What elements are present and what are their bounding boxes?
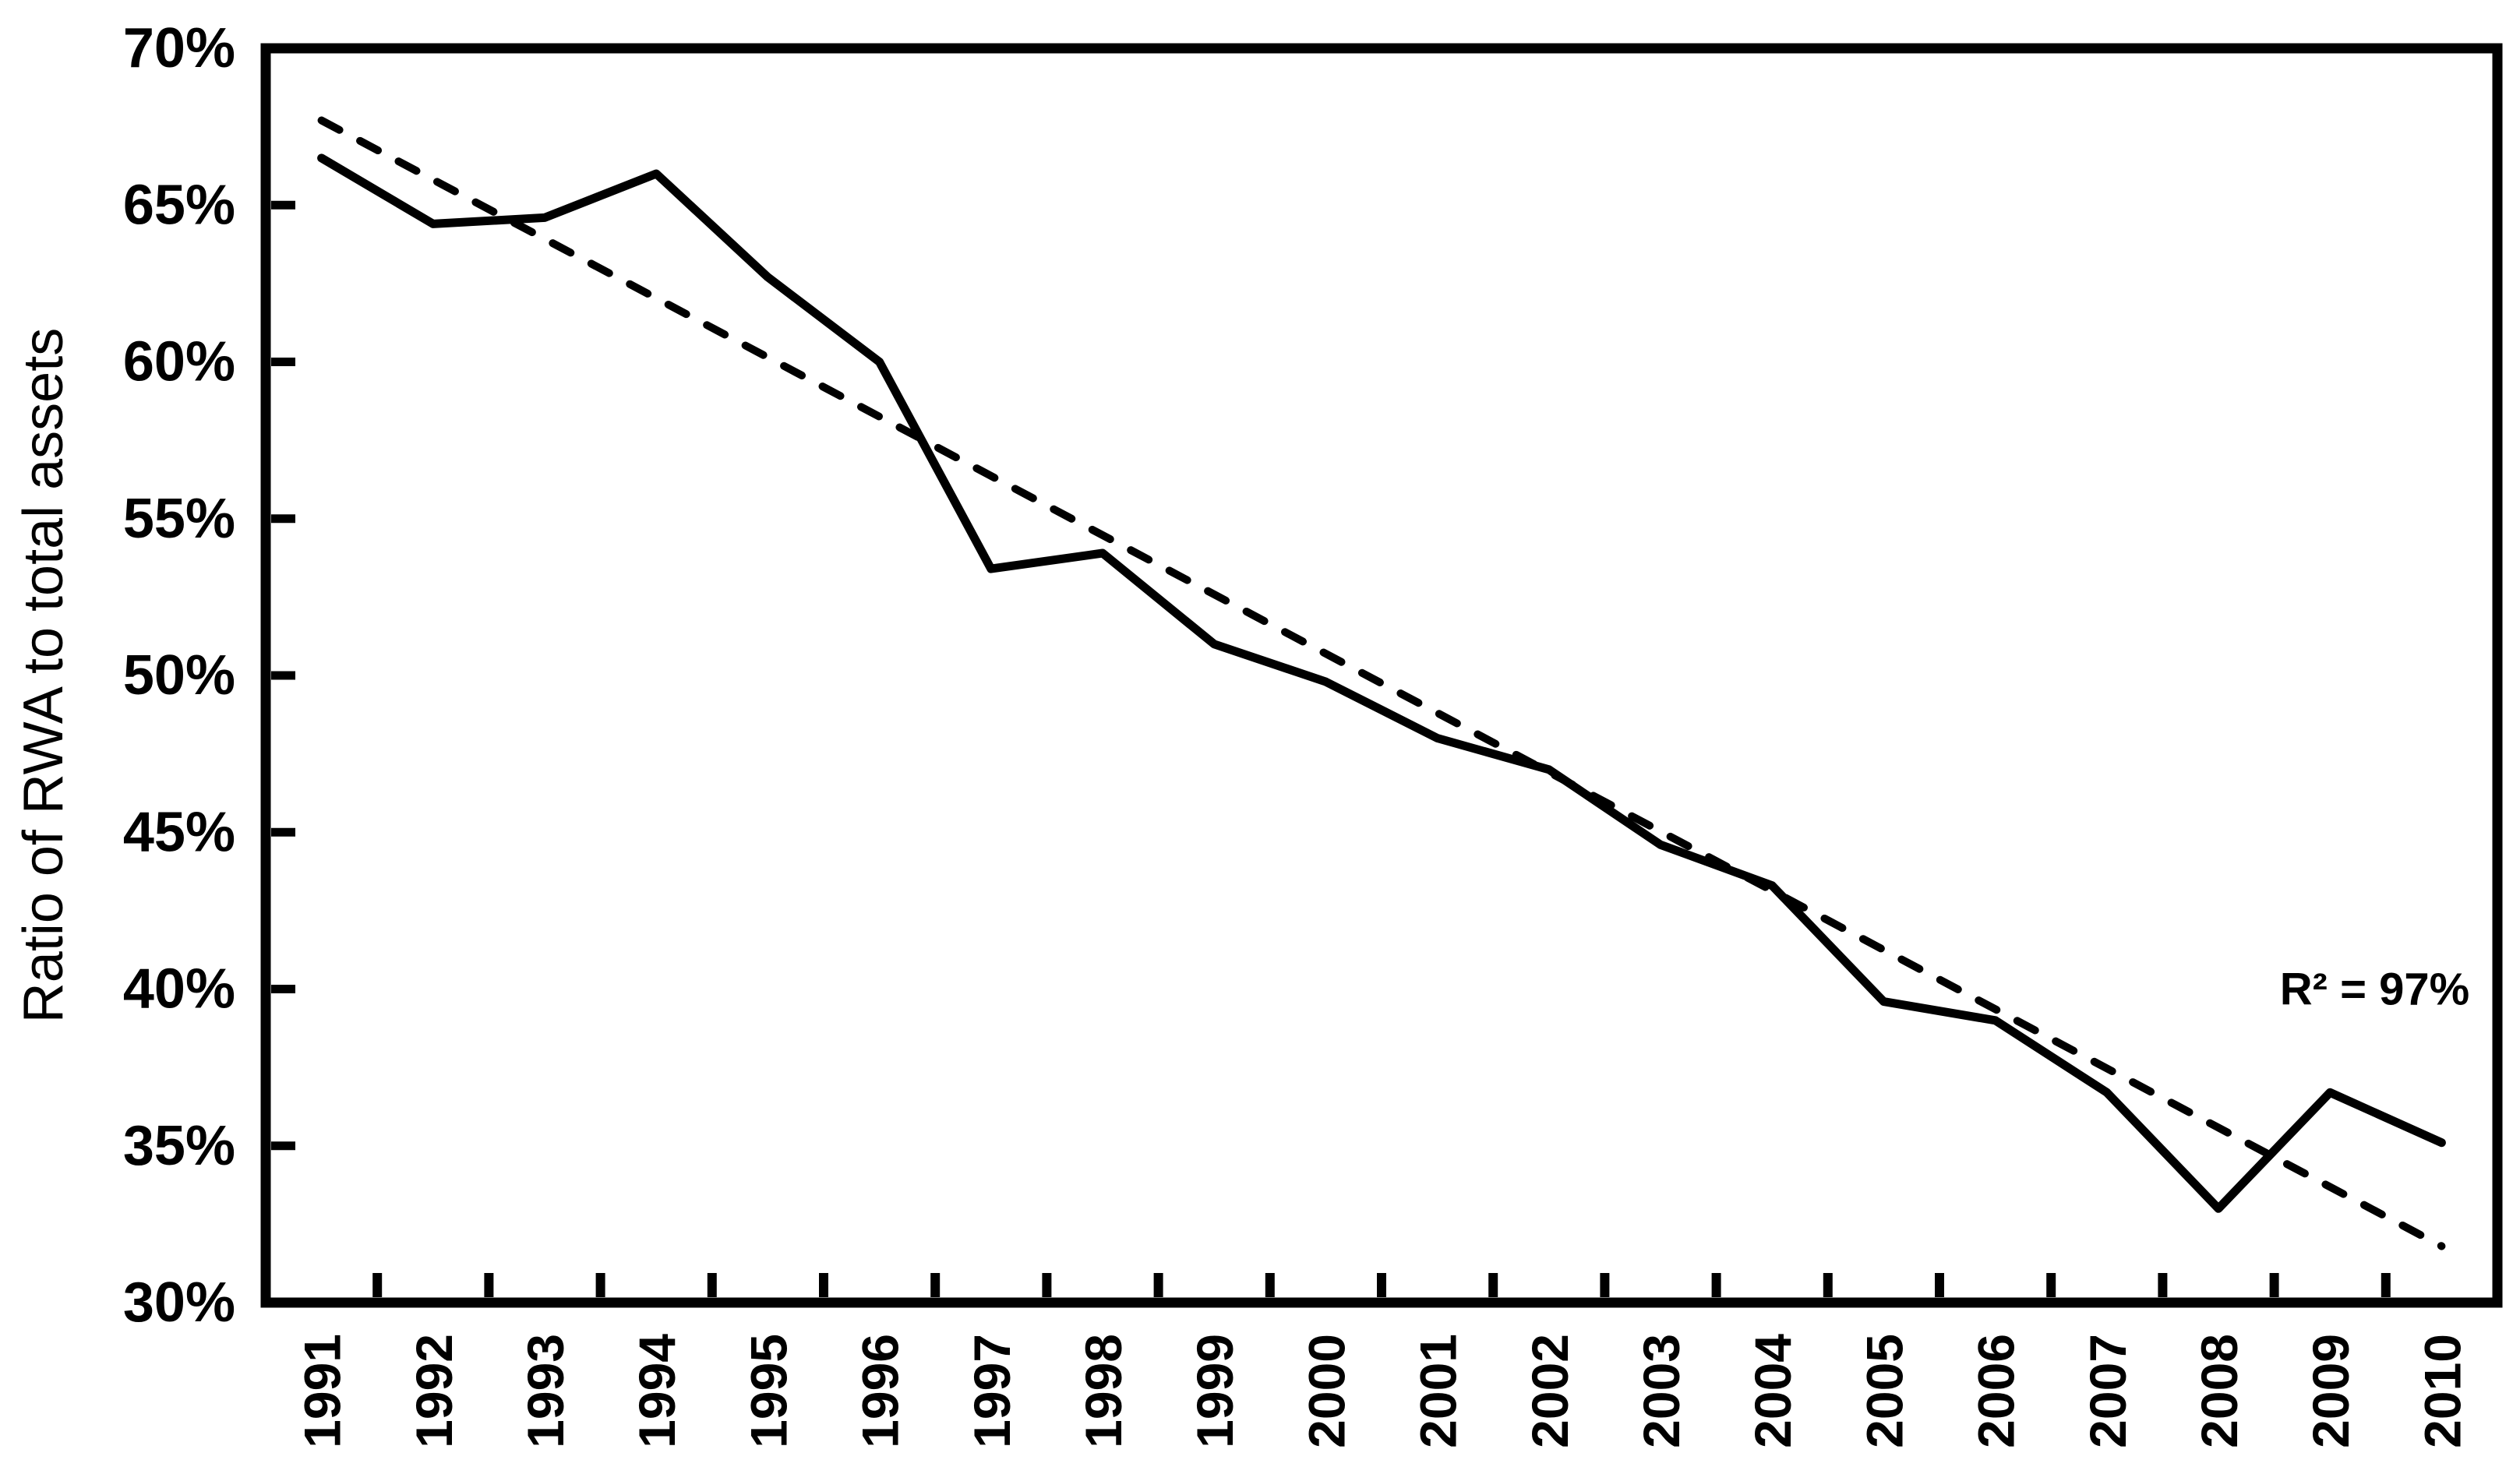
r-squared-label: R² = 97% [2280, 964, 2469, 1015]
y-axis-title: Ratio of RWA to total assets [12, 328, 75, 1023]
x-axis-year-label: 1997 [963, 1334, 1021, 1448]
x-axis-year-label: 1992 [405, 1334, 463, 1448]
y-axis-tick-label: 65% [123, 174, 235, 236]
x-axis-year-label: 2003 [1632, 1334, 1690, 1448]
plot-frame [260, 43, 2503, 1308]
x-axis-year-label: 2002 [1521, 1334, 1579, 1448]
rwa-ratio-line [317, 153, 2446, 1213]
x-axis-year-label: 2008 [2190, 1334, 2248, 1448]
x-axis-year-label: 2001 [1410, 1334, 1467, 1448]
x-axis-year-label: 1991 [294, 1334, 351, 1448]
x-axis-year-label: 2000 [1297, 1334, 1355, 1448]
x-axis-year-label: 2004 [1744, 1334, 1802, 1448]
y-axis-tick-label: 30% [123, 1271, 235, 1334]
x-axis-year-label: 2007 [2079, 1334, 2137, 1448]
x-axis-year-label: 1994 [628, 1334, 686, 1448]
y-axis-tick-label: 60% [123, 331, 235, 393]
x-axis-year-label: 1996 [852, 1334, 909, 1448]
x-axis-year-label: 2005 [1855, 1334, 1913, 1448]
x-axis-year-label: 2006 [1968, 1334, 2025, 1448]
x-axis-year-label: 1993 [517, 1334, 574, 1448]
x-axis-year-label: 1998 [1075, 1334, 1132, 1448]
y-axis-tick-label: 40% [123, 958, 235, 1021]
y-axis-tick-label: 55% [123, 488, 235, 550]
trend-line-dashed [317, 116, 2446, 1250]
y-axis-tick-label: 50% [123, 644, 235, 707]
x-axis-year-label: 1995 [739, 1334, 797, 1448]
y-axis-tick-label: 35% [123, 1115, 235, 1177]
y-axis-tick-label: 45% [123, 801, 235, 863]
x-axis-year-label: 2010 [2413, 1334, 2471, 1448]
x-axis-year-label: 2009 [2302, 1334, 2359, 1448]
x-axis-year-label: 1999 [1186, 1334, 1244, 1448]
y-axis-tick-label: 70% [123, 17, 235, 79]
